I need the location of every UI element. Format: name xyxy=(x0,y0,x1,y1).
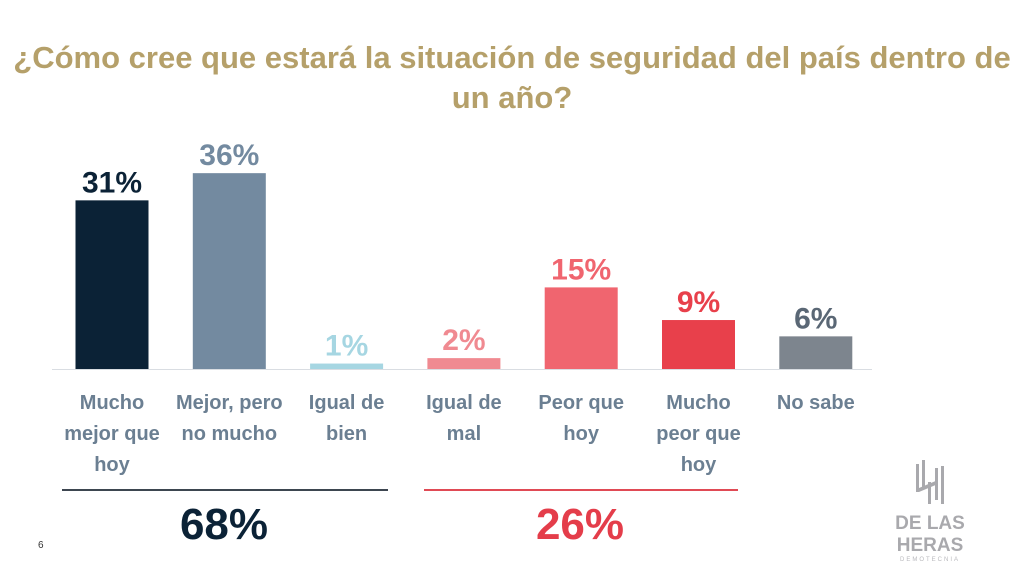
category-label: Mejor, pero no mucho xyxy=(175,392,283,445)
bar xyxy=(544,287,618,369)
bar xyxy=(192,173,266,369)
data-label: 36% xyxy=(199,139,259,172)
category-label: Igual de bien xyxy=(308,392,385,445)
bar xyxy=(662,320,735,369)
category-label: Mucho mejor que hoy xyxy=(64,392,160,476)
negative-total: 26% xyxy=(535,500,625,549)
data-label: 31% xyxy=(82,166,142,199)
positive-total: 68% xyxy=(179,500,269,549)
bar xyxy=(779,336,853,369)
category-label: Igual de mal xyxy=(426,392,502,445)
logo-icon xyxy=(916,460,944,504)
logo: DE LAS HERAS DEMOTECNIA xyxy=(860,460,1000,563)
category-label: No sabe xyxy=(776,392,855,414)
data-label: 1% xyxy=(325,330,368,363)
logo-name: DE LAS HERAS xyxy=(895,513,965,556)
data-label: 15% xyxy=(551,253,611,286)
category-label: Peor que hoy xyxy=(538,392,624,445)
data-label: 2% xyxy=(442,324,485,357)
chart-title: ¿Cómo cree que estará la situación de se… xyxy=(13,40,1011,115)
bar xyxy=(75,200,149,369)
category-label: Mucho peor que hoy xyxy=(656,392,741,476)
data-label: 9% xyxy=(677,286,720,319)
positive-group-line xyxy=(62,489,388,491)
data-label: 6% xyxy=(794,302,837,335)
logo-subtitle: DEMOTECNIA xyxy=(899,557,960,563)
negative-group-line xyxy=(424,489,738,491)
bar xyxy=(427,358,501,369)
bar xyxy=(310,363,384,369)
page-number: 6 xyxy=(38,540,44,551)
